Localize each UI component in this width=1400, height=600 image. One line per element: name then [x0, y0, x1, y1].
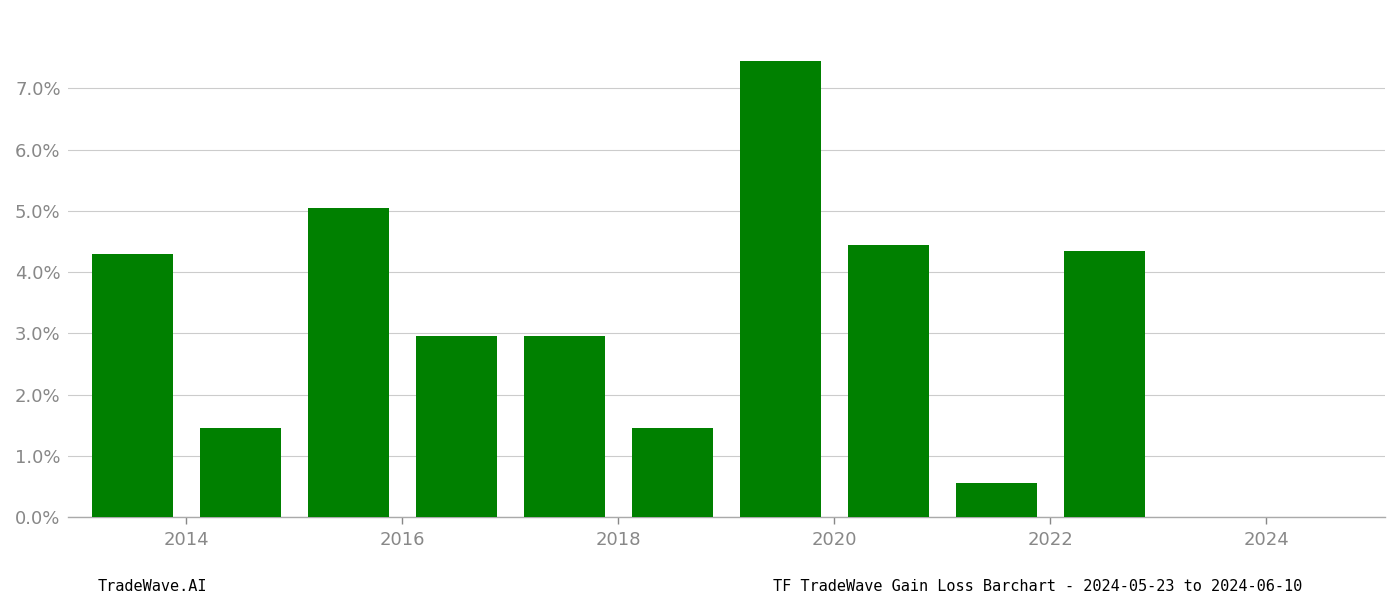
Bar: [739, 61, 820, 517]
Bar: [308, 208, 389, 517]
Bar: [416, 337, 497, 517]
Bar: [1064, 251, 1145, 517]
Bar: [524, 337, 605, 517]
Bar: [956, 484, 1037, 517]
Text: TradeWave.AI: TradeWave.AI: [98, 579, 207, 594]
Text: TF TradeWave Gain Loss Barchart - 2024-05-23 to 2024-06-10: TF TradeWave Gain Loss Barchart - 2024-0…: [773, 579, 1302, 594]
Bar: [848, 245, 928, 517]
Bar: [200, 428, 281, 517]
Bar: [631, 428, 713, 517]
Bar: [92, 254, 172, 517]
